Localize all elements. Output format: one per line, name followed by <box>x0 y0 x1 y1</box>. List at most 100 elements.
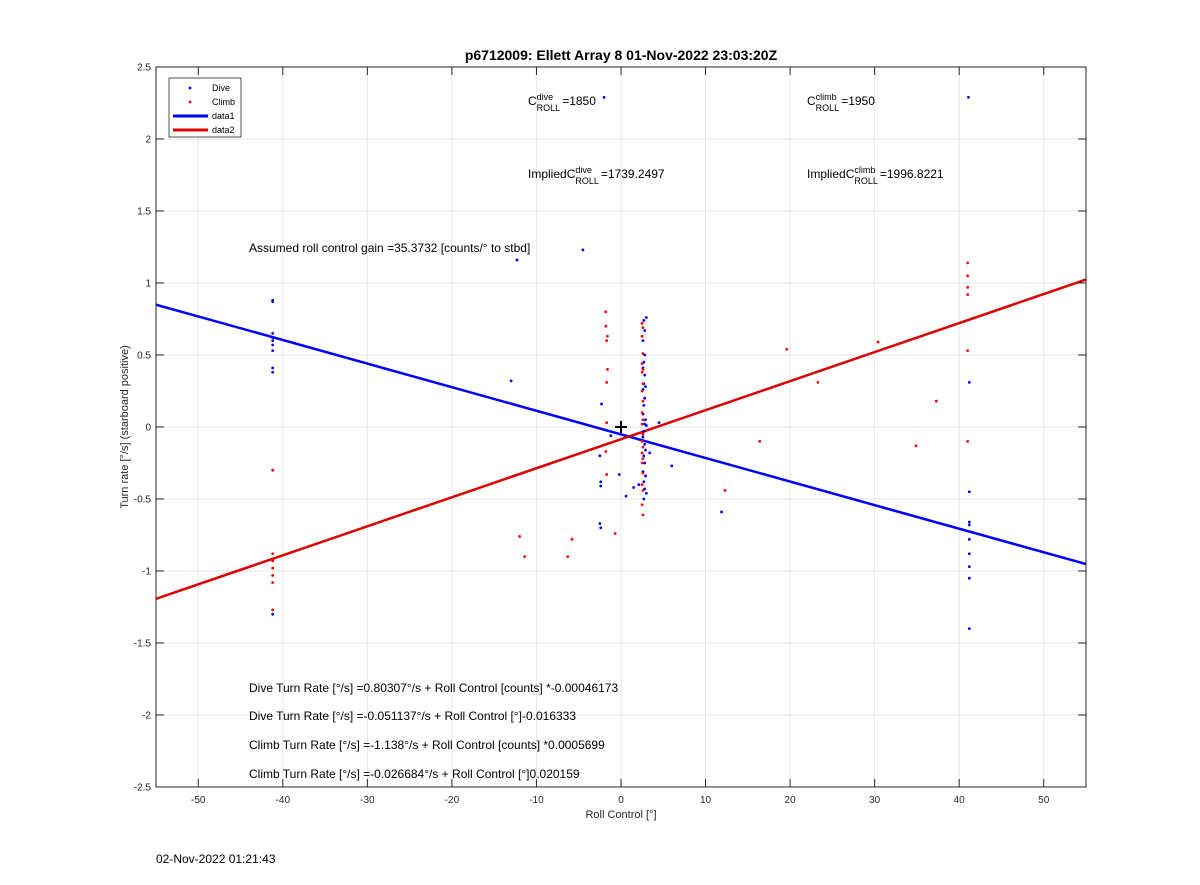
point-climb <box>271 559 275 563</box>
point-dive <box>643 396 647 400</box>
point-dive <box>617 473 621 476</box>
point-climb <box>640 370 644 374</box>
point-climb <box>604 324 608 328</box>
point-climb <box>641 368 645 371</box>
point-climb <box>271 468 275 472</box>
point-climb <box>271 608 275 612</box>
point-climb <box>914 444 918 448</box>
point-climb <box>271 581 275 584</box>
point-dive <box>643 373 647 377</box>
fit-line-data1 <box>156 303 1086 566</box>
point-climb <box>640 503 644 507</box>
y-axis-label: Turn rate [°/s] (starboard positive) <box>119 345 131 509</box>
point-climb <box>758 440 762 443</box>
point-climb <box>641 399 645 403</box>
point-dive <box>599 526 603 530</box>
point-dive <box>643 329 647 332</box>
chart-title: p6712009: Ellett Array 8 01-Nov-2022 23:… <box>465 47 778 63</box>
point-climb <box>641 513 645 517</box>
point-dive <box>509 379 513 383</box>
point-climb <box>640 321 644 325</box>
point-dive <box>600 402 603 406</box>
point-climb <box>271 552 275 556</box>
point-dive <box>599 480 603 484</box>
point-dive <box>641 339 645 342</box>
legend-box <box>168 77 242 138</box>
x-tick-label: 30 <box>869 795 881 806</box>
point-dive <box>271 339 275 342</box>
point-climb <box>966 293 970 296</box>
implied-c-roll-dive-symbol: C <box>567 167 576 181</box>
y-tick-label: 2 <box>145 135 151 146</box>
x-tick-label: -20 <box>445 795 460 806</box>
y-tick-label: -2.5 <box>134 783 152 794</box>
legend-item-data1: data1 <box>173 111 235 121</box>
point-dive <box>644 491 648 495</box>
point-dive <box>967 490 971 494</box>
fit-lines <box>156 278 1086 601</box>
legend-label: data1 <box>212 111 235 121</box>
point-dive <box>648 451 652 455</box>
x-axis-label: Roll Control [°] <box>585 809 656 821</box>
legend-item-climb: Climb <box>188 97 235 107</box>
implied-c-roll-climb-subscript: ROLL <box>854 176 878 186</box>
y-tick-label: 2.5 <box>137 63 151 74</box>
plot-area <box>156 95 1086 630</box>
point-climb <box>640 389 644 393</box>
point-dive <box>632 486 636 489</box>
point-dive <box>598 522 602 525</box>
point-climb <box>613 532 617 535</box>
point-dive <box>967 520 971 524</box>
c-roll-climb-subscript: ROLL <box>816 103 840 113</box>
point-climb <box>640 362 644 366</box>
dive-eq-counts: Dive Turn Rate [°/s] =0.80307°/s + Roll … <box>249 681 618 695</box>
point-climb <box>606 334 609 338</box>
point-climb <box>271 573 275 577</box>
point-dive <box>642 429 646 433</box>
point-climb <box>640 440 644 443</box>
implied-c-roll-dive-value: =1739.2497 <box>601 167 665 181</box>
point-dive <box>581 248 585 252</box>
point-dive <box>602 95 606 99</box>
point-dive <box>271 332 275 335</box>
point-climb <box>605 380 609 384</box>
point-dive <box>609 434 613 438</box>
legend-swatch <box>188 86 192 90</box>
point-dive <box>271 612 275 616</box>
point-dive <box>670 464 674 468</box>
point-climb <box>966 261 970 265</box>
x-tick-label: -50 <box>191 795 206 806</box>
point-climb <box>566 555 570 558</box>
legend-label: Climb <box>212 97 235 107</box>
implied-c-roll-dive-superscript: dive <box>575 165 592 175</box>
y-tick-label: 1 <box>145 279 151 290</box>
point-dive <box>644 316 648 319</box>
point-climb <box>640 411 644 414</box>
x-tick-label: -40 <box>276 795 291 806</box>
point-dive <box>642 454 646 458</box>
point-climb <box>640 483 644 486</box>
data-points <box>271 95 971 630</box>
point-climb <box>876 340 880 344</box>
y-tick-label: 1.5 <box>137 207 151 218</box>
legend-item-dive: Dive <box>188 83 230 93</box>
c-roll-dive-value: =1850 <box>562 94 596 108</box>
point-climb <box>640 334 644 338</box>
implied-c-roll-climb-prefix: Implied <box>807 167 846 181</box>
legend-swatch <box>188 100 192 104</box>
x-tick-label: -30 <box>360 795 375 806</box>
point-dive <box>598 454 602 458</box>
point-dive <box>271 336 275 340</box>
point-climb <box>723 488 727 492</box>
point-dive <box>967 576 971 580</box>
x-tick-label: 50 <box>1038 795 1050 806</box>
point-dive <box>967 552 971 556</box>
y-tick-label: -1 <box>142 567 151 578</box>
point-climb <box>641 382 645 386</box>
climb-eq-degrees: Climb Turn Rate [°/s] =-0.026684°/s + Ro… <box>249 767 580 781</box>
legend-label: data2 <box>212 125 235 135</box>
